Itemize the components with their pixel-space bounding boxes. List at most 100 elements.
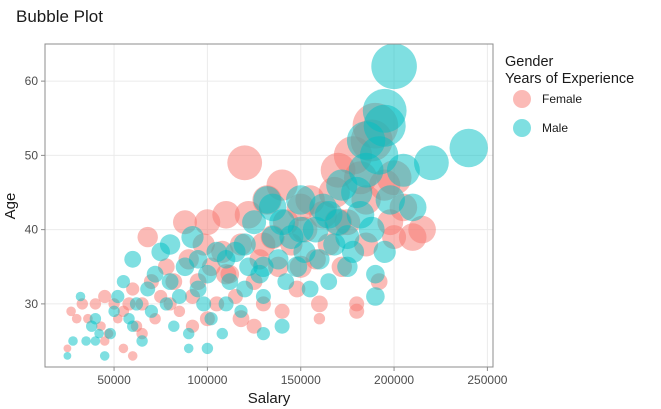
bubble-female [63, 344, 72, 353]
bubble-male [168, 320, 180, 332]
bubble-male [196, 296, 212, 312]
bubble-female [313, 313, 326, 325]
bubble-male [216, 249, 236, 269]
x-tick-label: 50000 [97, 373, 131, 387]
legend-title-line: Gender [505, 54, 554, 70]
bubble-male [386, 153, 420, 187]
bubble-female [98, 289, 112, 304]
axes: 50000 100000 150000 200000 250000 30 40 50 60 [25, 74, 508, 387]
bubble-male [201, 342, 214, 355]
bubble-male [314, 201, 343, 229]
bubble-female [66, 306, 76, 317]
bubble-male [277, 273, 295, 290]
bubble-male [81, 336, 91, 346]
legend-key-female [513, 90, 531, 108]
bubble-male [159, 297, 173, 311]
bubble-male [320, 273, 338, 290]
bubble-female [274, 303, 290, 319]
bubble-male [286, 185, 316, 215]
bubble-male [236, 280, 254, 298]
bubble-female [349, 303, 365, 319]
bubble-male [129, 297, 144, 311]
bubble-male [234, 304, 248, 318]
chart-title: Bubble Plot [16, 7, 103, 26]
bubble-male [111, 289, 125, 304]
bubble-layer [63, 43, 488, 361]
bubble-male [204, 312, 218, 326]
y-tick-label: 30 [25, 297, 39, 311]
bubble-male [371, 43, 417, 90]
bubble-male [94, 328, 104, 339]
bubble-male [256, 327, 270, 341]
bubble-male [90, 336, 101, 346]
bubble-male [358, 216, 385, 243]
bubble-male [181, 226, 204, 249]
bubble-female [408, 215, 436, 244]
legend-title-line: Years of Experience [505, 71, 634, 87]
x-tick-label: 200000 [374, 373, 414, 387]
bubble-male [337, 256, 358, 277]
legend-label-male: Male [542, 121, 568, 135]
bubble-male [255, 289, 271, 304]
bubble-male [414, 145, 449, 181]
bubble-female [96, 321, 106, 332]
bubble-male [171, 289, 187, 304]
bubble-female [227, 145, 263, 181]
bubble-male [258, 193, 287, 222]
bubble-male [366, 287, 385, 306]
bubble-male [108, 305, 120, 317]
legend-label-female: Female [542, 92, 582, 106]
bubble-female [118, 343, 129, 354]
bubble-male [375, 185, 405, 215]
bubble-female [126, 282, 140, 296]
bubble-male [75, 291, 86, 302]
bubble-female [127, 351, 138, 361]
bubble-male [366, 264, 385, 284]
y-tick-label: 60 [25, 74, 39, 88]
bubble-male [216, 327, 228, 340]
y-tick-label: 40 [25, 223, 39, 237]
x-tick-label: 100000 [187, 373, 227, 387]
plot-panel-border [44, 43, 494, 368]
bubble-male [346, 121, 386, 160]
bubble-male [116, 275, 130, 289]
bubble-male [68, 336, 78, 346]
x-axis-title: Salary [248, 390, 291, 407]
bubble-male [183, 327, 195, 340]
bubble-male [136, 335, 148, 347]
bubble-male [233, 233, 256, 256]
bubble-male [398, 193, 427, 222]
bubble-male [449, 128, 488, 168]
bubble-male [242, 210, 267, 235]
bubble-male [124, 250, 142, 268]
bubble-female [173, 305, 186, 317]
bubble-female [311, 295, 328, 313]
bubble-male [253, 256, 274, 277]
bubble-female [137, 226, 158, 248]
bubble-male [146, 265, 164, 283]
bubble-male [189, 280, 207, 298]
bubble-male [274, 318, 290, 334]
bubble-female [246, 318, 262, 334]
bubble-male [373, 240, 396, 263]
bubble-male [159, 234, 181, 255]
bubble-male [99, 351, 110, 361]
bubble-female [89, 298, 102, 310]
x-tick-label: 250000 [467, 373, 507, 387]
bubble-male [63, 352, 72, 360]
y-axis-title: Age [2, 193, 19, 220]
legend-key-male [513, 119, 531, 137]
bubble-male [161, 273, 179, 290]
bubble-male [218, 296, 234, 312]
bubble-male [89, 313, 102, 325]
bubble-male [140, 281, 156, 297]
bubble-male [198, 264, 217, 284]
bubble-male [104, 327, 117, 340]
x-tick-label: 150000 [281, 373, 321, 387]
bubble-male [183, 343, 194, 354]
bubble-female [99, 336, 110, 346]
bubble-male [221, 273, 239, 290]
bubble-male [144, 304, 158, 318]
